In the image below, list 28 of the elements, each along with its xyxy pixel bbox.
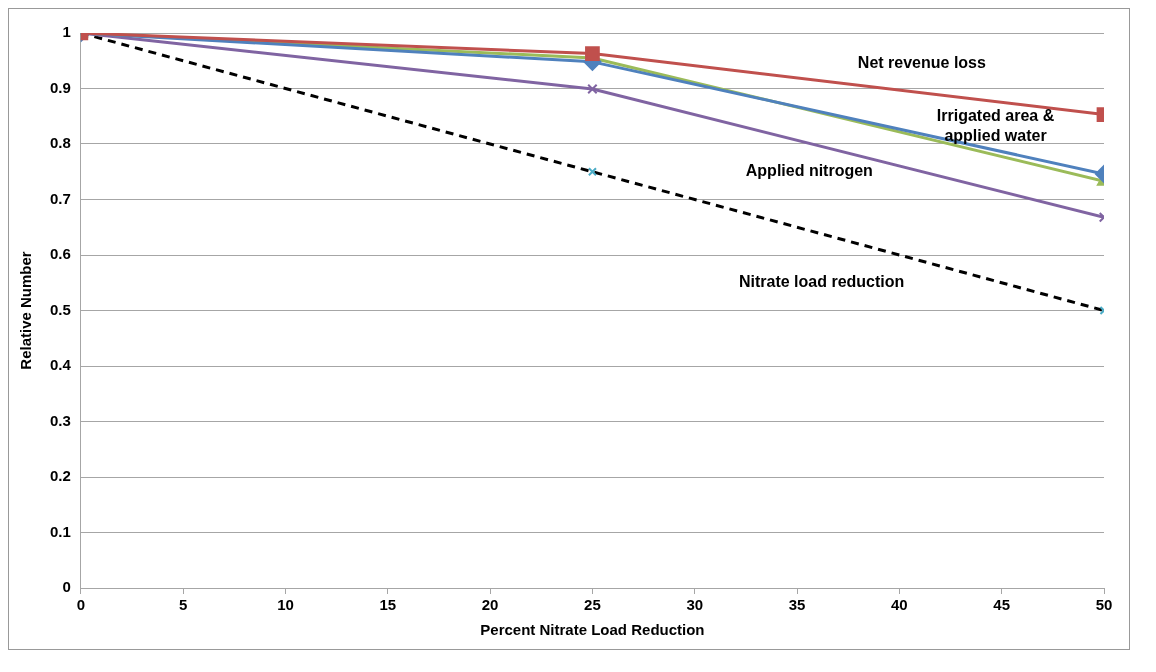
y-tick-label: 1: [62, 23, 71, 41]
x-axis-title: Percent Nitrate Load Reduction: [480, 621, 705, 639]
x-tick-label: 35: [788, 596, 806, 614]
y-tick-label: 0.5: [49, 300, 71, 318]
y-tick-label: 0.8: [49, 134, 71, 152]
x-tick-label: 15: [379, 596, 397, 614]
annotation: Irrigated area & applied water: [936, 106, 1055, 144]
x-tick-label: 40: [891, 596, 908, 614]
x-tick-label: 45: [993, 596, 1011, 614]
y-tick-label: 0: [62, 578, 71, 596]
x-tick-label: 50: [1095, 596, 1113, 614]
x-tick-label: 30: [686, 596, 704, 614]
x-tick-label: 20: [481, 596, 499, 614]
y-tick-label: 0.1: [49, 522, 71, 540]
y-axis-title: Relative Number: [17, 251, 35, 370]
annotation: Net revenue loss: [857, 54, 986, 72]
annotation: Nitrate load reduction: [738, 273, 905, 291]
y-tick-label: 0.2: [49, 467, 71, 485]
x-tick-label: 5: [178, 596, 188, 614]
y-tick-label: 0.9: [49, 78, 71, 96]
x-tick-label: 25: [584, 596, 601, 614]
y-tick-label: 0.3: [49, 411, 71, 429]
y-tick-label: 0.6: [49, 245, 71, 263]
y-tick-label: 0.7: [49, 189, 71, 207]
x-tick-label: 10: [277, 596, 294, 614]
annotation: Applied nitrogen: [745, 162, 873, 180]
x-tick-label: 0: [76, 596, 86, 614]
y-tick-label: 0.4: [49, 356, 72, 374]
